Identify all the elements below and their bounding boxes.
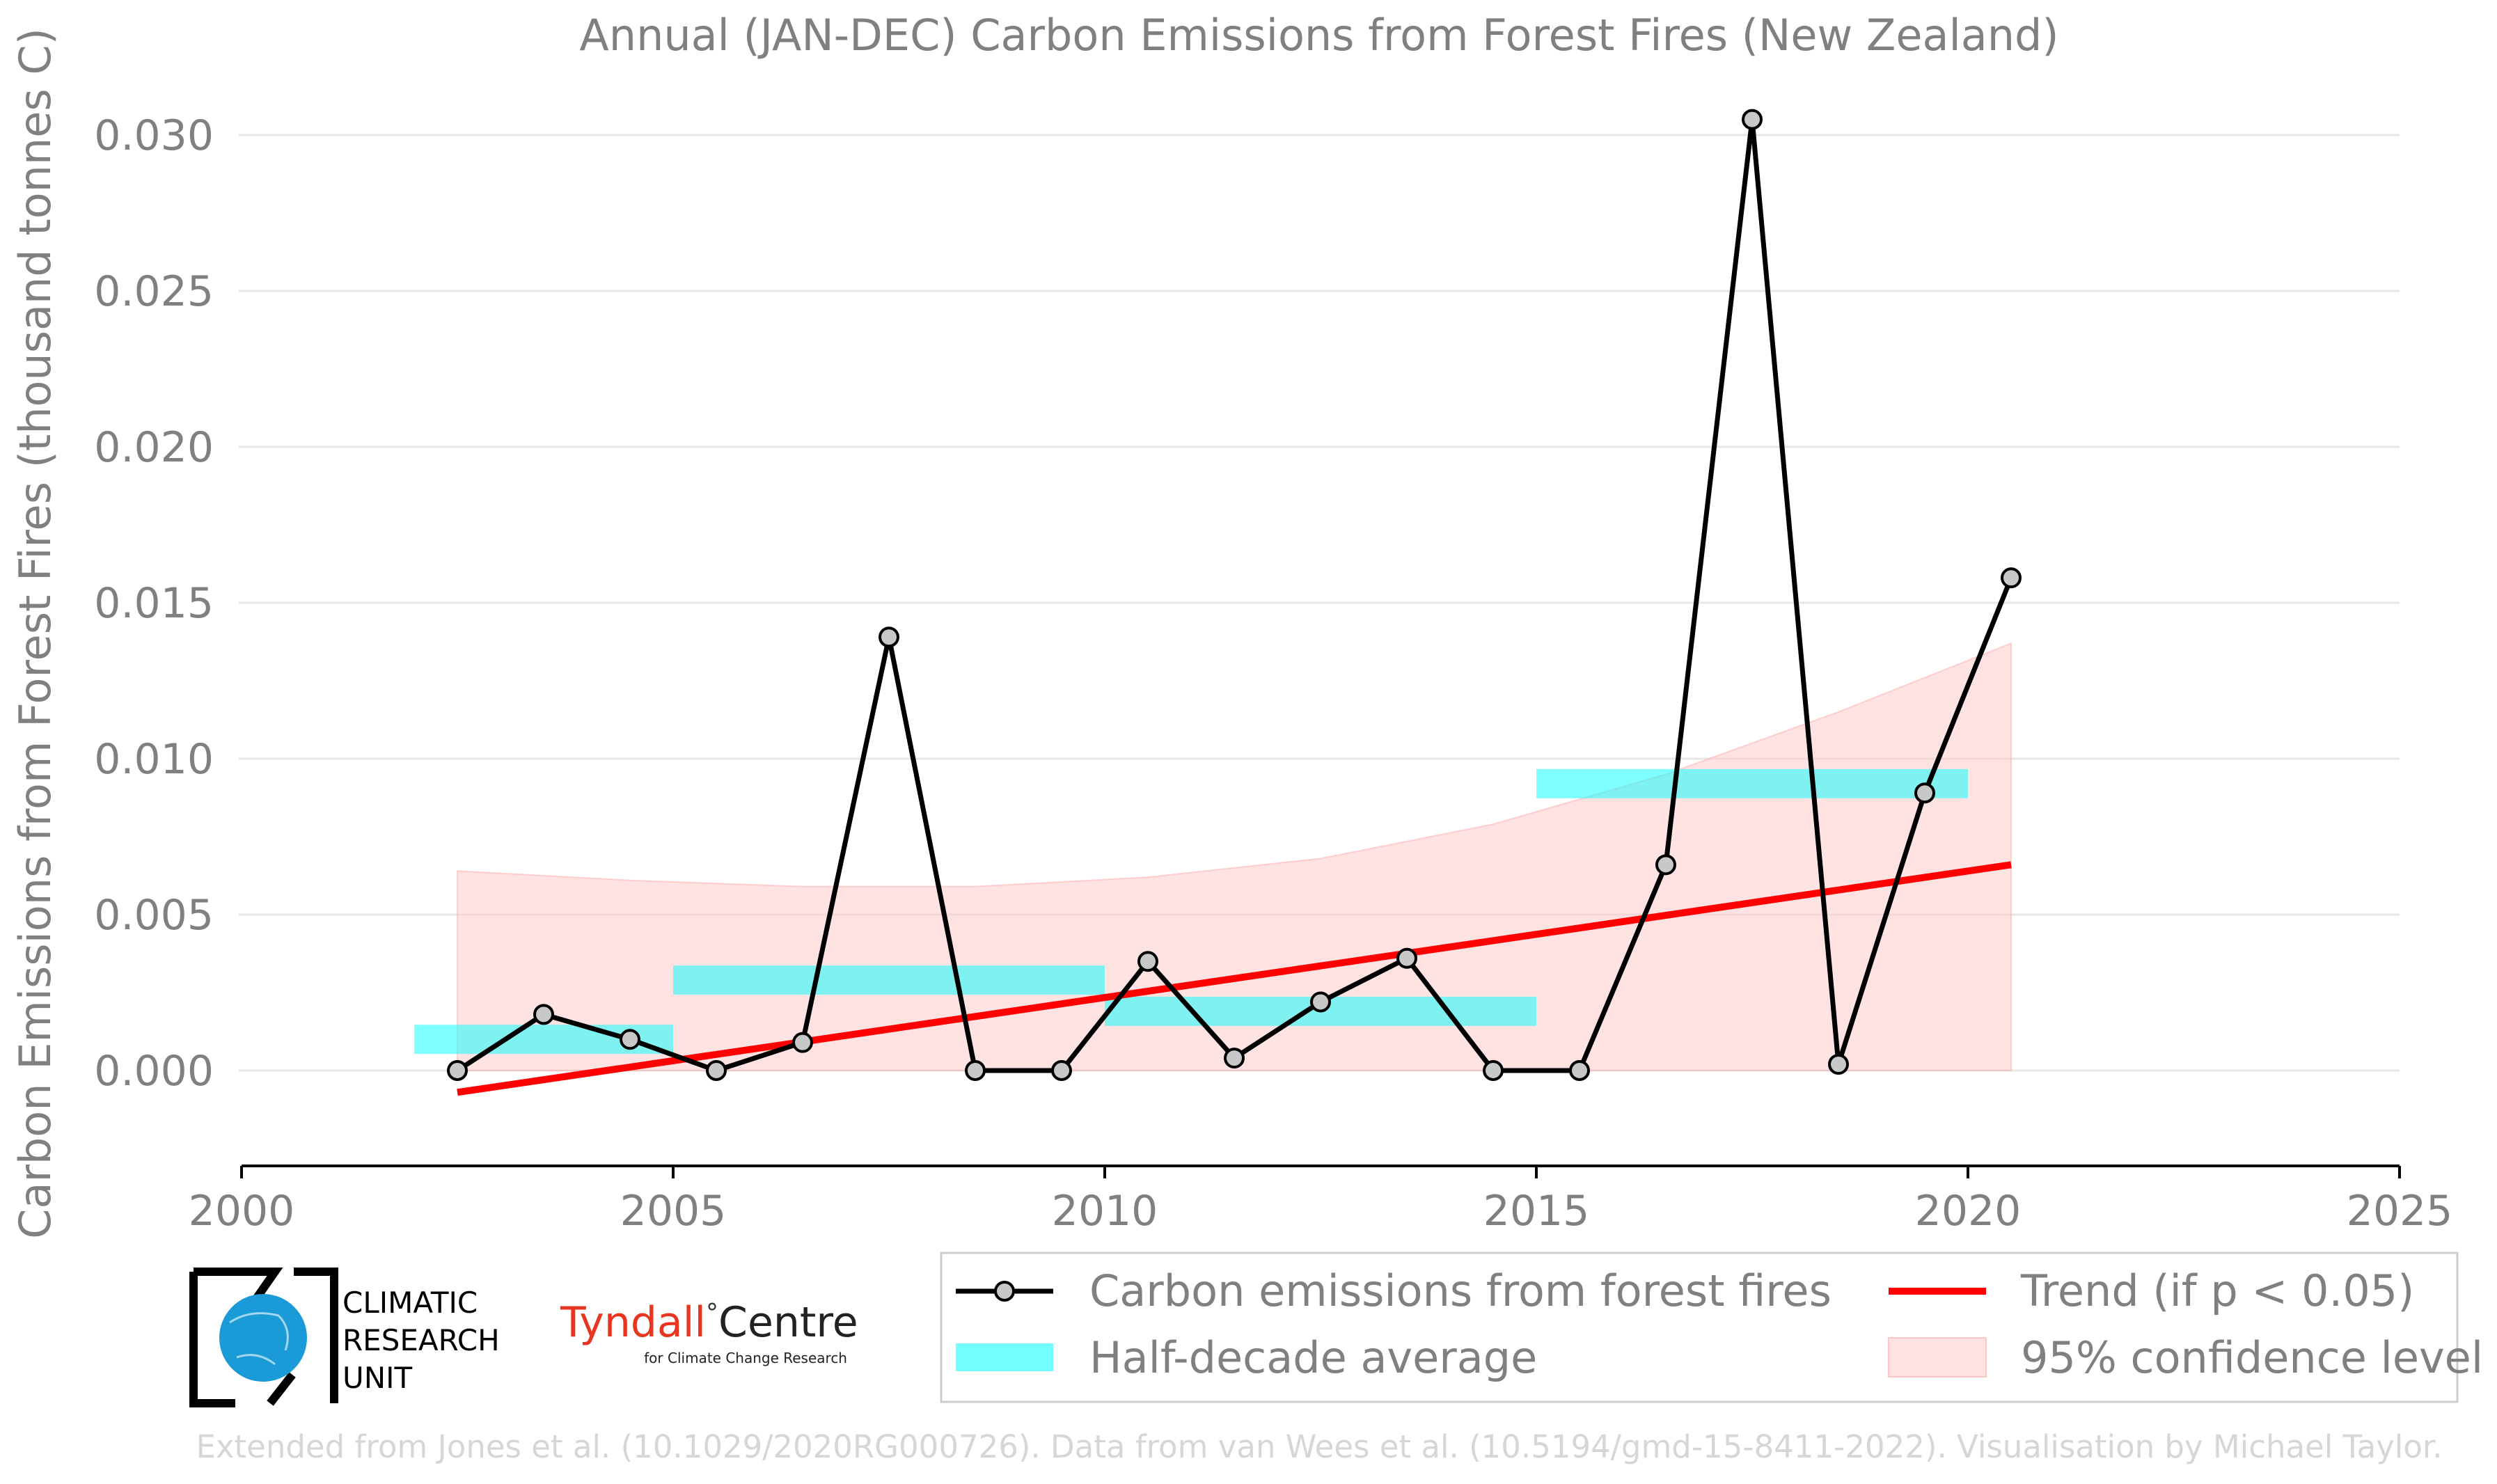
emissions-point-4 [792, 1032, 813, 1053]
x-tick-label-4: 2020 [1915, 1187, 2022, 1236]
y-tick-label-2: 0.010 [94, 735, 214, 784]
tyndall-centre-word: Centre [718, 1298, 858, 1347]
emissions-series-layer [447, 109, 2022, 1081]
tyndall-degree: ° [706, 1299, 718, 1327]
y-tick-label-3: 0.015 [94, 579, 214, 628]
trend-layer [457, 861, 2012, 1096]
emissions-point-6 [965, 1060, 986, 1081]
x-tick-label-2: 2010 [1052, 1187, 1158, 1236]
half-decade-bar-1 [673, 965, 1105, 995]
credit-text: Extended from Jones et al. (10.1029/2020… [196, 1428, 2442, 1465]
emissions-point-18 [2001, 567, 2022, 589]
emissions-point-17 [1914, 782, 1935, 804]
y-tick-label-0: 0.000 [94, 1047, 214, 1096]
cru-label-line1: CLIMATIC [342, 1286, 478, 1320]
cru-label-line3: UNIT [342, 1361, 413, 1395]
legend-item-confidence: 95% confidence level [1888, 1332, 2483, 1383]
legend-item-emissions: Carbon emissions from forest fires [956, 1265, 1832, 1316]
globe-icon [219, 1294, 307, 1382]
emissions-point-15 [1742, 109, 1763, 130]
x-tick-label-1: 2005 [620, 1187, 727, 1236]
tyndall-logo: Tyndall°Centre for Climate Change Resear… [560, 1298, 858, 1366]
legend-label-trend: Trend (if p < 0.05) [2020, 1265, 2414, 1316]
emissions-point-12 [1483, 1060, 1504, 1081]
emissions-point-11 [1396, 947, 1417, 969]
legend-label-half-decade: Half-decade average [1089, 1332, 1537, 1383]
cru-label-line2: RESEARCH [342, 1323, 500, 1357]
x-tick-label-3: 2015 [1483, 1187, 1590, 1236]
y-tick-label-5: 0.025 [94, 267, 214, 316]
emissions-point-16 [1828, 1054, 1849, 1075]
y-tick-label-6: 0.030 [94, 111, 214, 160]
legend-item-trend: Trend (if p < 0.05) [1889, 1265, 2414, 1316]
x-tick-label-5: 2025 [2347, 1187, 2453, 1236]
emissions-point-5 [879, 626, 899, 648]
cru-logo: CLIMATIC RESEARCH UNIT [189, 1268, 500, 1407]
half-decade-bar-3 [1536, 768, 1968, 798]
y-tick-label-1: 0.005 [94, 891, 214, 940]
tyndall-subtitle: for Climate Change Research [644, 1350, 847, 1366]
chart-title: Annual (JAN-DEC) Carbon Emissions from F… [579, 10, 2058, 61]
y-tick-label-4: 0.020 [94, 423, 214, 472]
y-axis-ticks: 0.000 0.005 0.010 0.015 0.020 0.025 0.030 [94, 111, 249, 1096]
emissions-point-10 [1310, 991, 1331, 1013]
emissions-point-9 [1224, 1048, 1245, 1069]
x-axis: 2000 2005 2010 2015 2020 2025 [189, 1165, 2453, 1236]
tyndall-word: Tyndall [560, 1298, 706, 1347]
legend: Carbon emissions from forest fires Trend… [940, 1252, 2483, 1403]
emissions-point-7 [1051, 1060, 1072, 1081]
emissions-point-0 [447, 1060, 468, 1081]
emissions-point-3 [706, 1060, 727, 1081]
legend-item-half-decade: Half-decade average [956, 1332, 1537, 1383]
emissions-point-2 [620, 1029, 640, 1050]
legend-label-emissions: Carbon emissions from forest fires [1089, 1265, 1832, 1316]
legend-marker-circle-icon [994, 1281, 1015, 1302]
x-tick-label-0: 2000 [189, 1187, 295, 1236]
emissions-point-14 [1655, 854, 1676, 876]
emissions-point-1 [533, 1004, 554, 1025]
svg-text:Tyndall°Centre: Tyndall°Centre [560, 1298, 858, 1347]
trend-line [457, 861, 2012, 1096]
emissions-point-13 [1569, 1060, 1590, 1081]
y-axis-label: Carbon Emissions from Forest Fires (thou… [10, 28, 61, 1239]
emissions-point-8 [1137, 951, 1158, 972]
legend-label-confidence: 95% confidence level [2021, 1332, 2483, 1383]
